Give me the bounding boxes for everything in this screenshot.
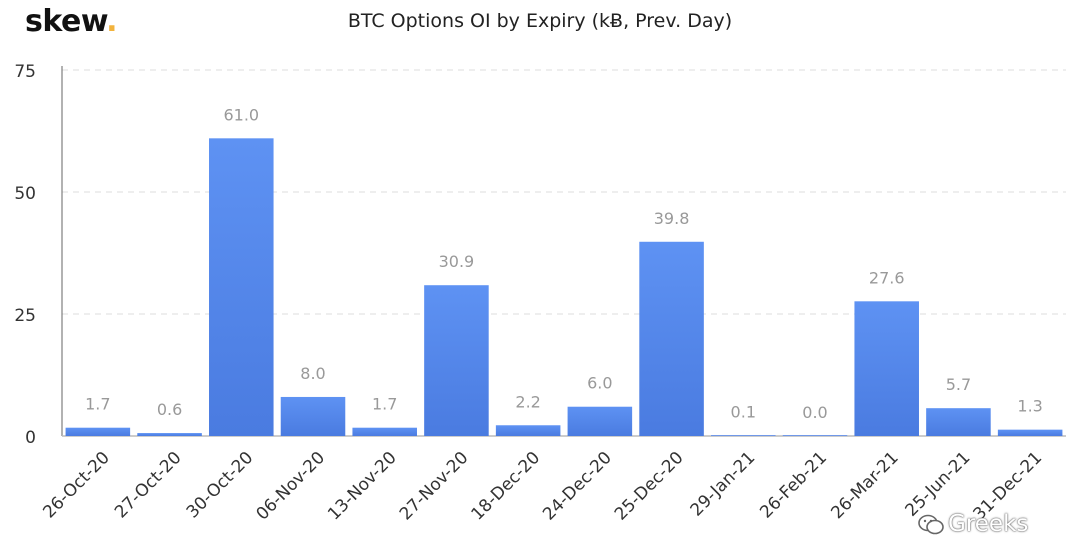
wechat-icon (918, 514, 944, 534)
y-tick-label: 25 (14, 306, 36, 326)
bar (639, 241, 704, 436)
bar (209, 138, 274, 436)
y-tick-label: 50 (14, 184, 36, 204)
x-tick-label: 27-Nov-20 (396, 448, 473, 525)
x-tick-label: 26-Oct-20 (39, 448, 114, 523)
bar (711, 435, 776, 436)
data-label: 5.7 (946, 375, 971, 394)
bar (424, 285, 489, 436)
x-tick-label: 06-Nov-20 (252, 448, 329, 525)
brand-dot: . (106, 4, 118, 39)
data-label: 0.1 (731, 403, 756, 422)
tick-labels: 0 25 50 75 26-Oct-2027-Oct-2030-Oct-2006-Nov… (14, 62, 1046, 525)
brand-logo: skew. (25, 4, 118, 39)
data-label: 1.3 (1017, 397, 1042, 416)
x-tick-label: 29-Jan-21 (687, 448, 760, 521)
chart-title: BTC Options OI by Expiry (kɃ, Prev. Day) (347, 10, 733, 32)
watermark-text: Greeks (948, 511, 1029, 537)
watermark: Greeks (918, 511, 1068, 541)
bar (926, 408, 991, 436)
x-tick-label: 26-Mar-21 (827, 448, 902, 523)
data-label: 2.2 (515, 392, 540, 411)
data-label: 0.6 (157, 400, 182, 419)
x-tick-label: 25-Dec-20 (611, 448, 688, 525)
y-tick-label: 75 (14, 62, 36, 82)
bar (65, 427, 131, 436)
data-label: 1.7 (85, 395, 110, 414)
y-tick-label: 0 (25, 428, 36, 448)
bar (567, 406, 633, 436)
bar (854, 301, 919, 436)
x-tick-label: 30-Oct-20 (183, 448, 258, 523)
bars (65, 138, 1063, 436)
bar (782, 435, 848, 436)
bar (495, 425, 561, 436)
x-tick-label: 26-Feb-21 (756, 448, 831, 523)
brand-name: skew (25, 4, 107, 39)
x-tick-label: 24-Dec-20 (539, 448, 616, 525)
data-label: 8.0 (300, 364, 325, 383)
data-label: 6.0 (587, 374, 612, 393)
data-label: 39.8 (654, 209, 690, 228)
bar (137, 433, 202, 436)
x-tick-label: 13-Nov-20 (324, 448, 401, 525)
data-label: 1.7 (372, 395, 397, 414)
x-tick-label: 27-Oct-20 (111, 448, 186, 523)
bar (280, 396, 346, 436)
data-label: 27.6 (869, 268, 905, 287)
x-tick-label: 18-Dec-20 (467, 448, 544, 525)
data-label: 30.9 (439, 252, 475, 271)
data-label: 0.0 (802, 403, 827, 422)
x-tick-label: 25-Jun-21 (902, 448, 975, 521)
bar (997, 429, 1063, 436)
data-label: 61.0 (223, 105, 259, 124)
bar (352, 427, 417, 436)
data-labels: 1.7 0.6 61.0 8.0 1.7 30.9 2.2 6.0 39.8 0.1 0.0 27.6… (85, 105, 1043, 422)
